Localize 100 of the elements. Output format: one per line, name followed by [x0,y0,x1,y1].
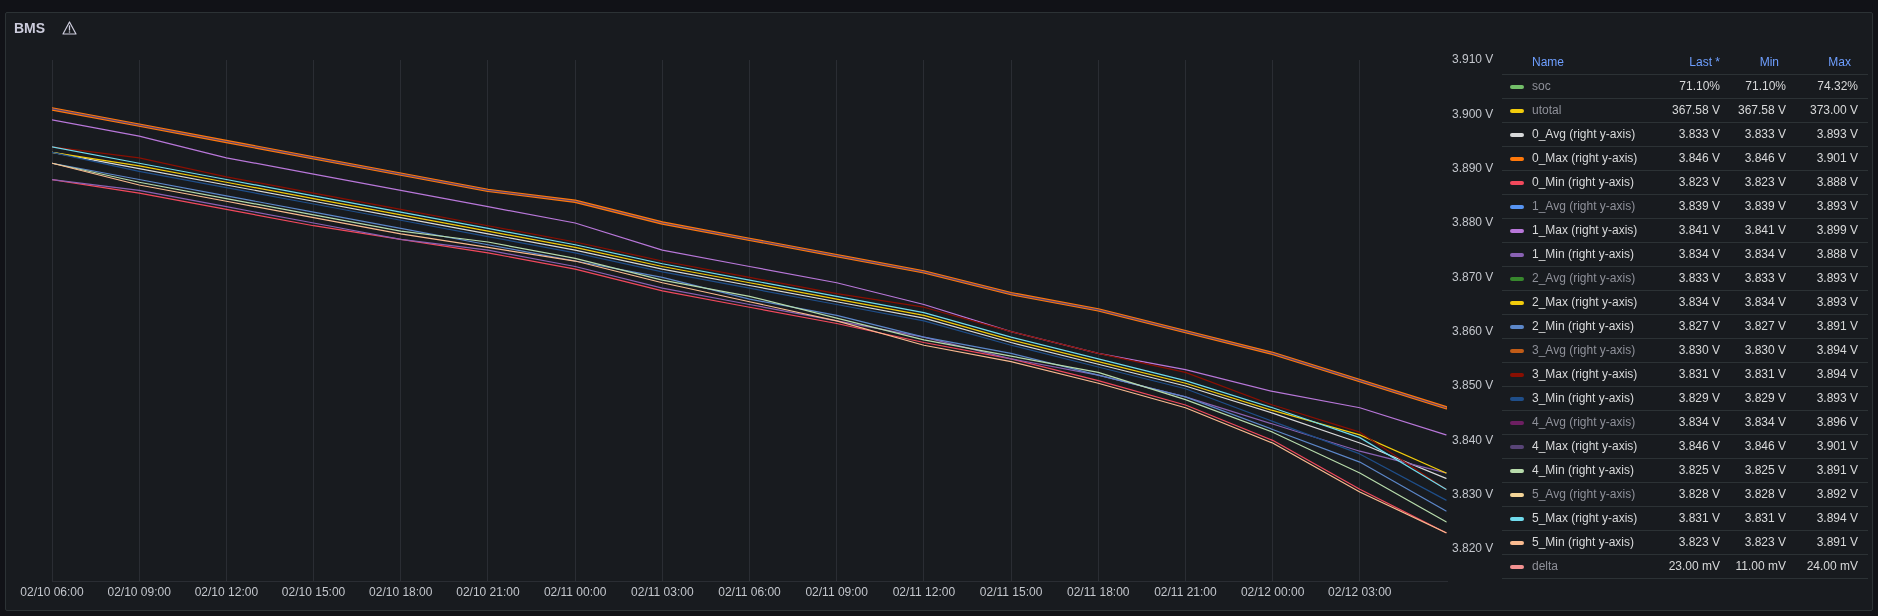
x-tick-label: 02/11 15:00 [979,585,1043,600]
text: 3.894 V [1816,510,1858,527]
text: 3.831 V [1678,366,1720,383]
text: 3.901 V [1816,150,1858,167]
legend-label: 4_Min (right y-axis) [1532,462,1635,479]
y2-tick-label: 3.860 V [1452,323,1494,338]
text: 71.10% [1745,78,1786,95]
text: 3.846 V [1678,150,1720,167]
y2-tick-label: 3.830 V [1452,486,1494,501]
text: 3.823 V [1744,534,1786,551]
text: 24.00 mV [1806,558,1858,575]
text: 3.834 V [1744,246,1786,263]
y2-tick-label: 3.850 V [1452,378,1494,393]
x-tick-label: 02/11 09:00 [805,585,869,600]
text: 3.893 V [1816,126,1858,143]
y2-tick-label: 3.820 V [1452,541,1494,556]
text: 3.896 V [1816,414,1858,431]
legend-label: 0_Avg (right y-axis) [1532,126,1636,143]
text: 3.893 V [1816,294,1858,311]
legend-label: 1_Max (right y-axis) [1532,222,1638,239]
x-tick-label: 02/10 09:00 [107,585,172,600]
text: 3.823 V [1678,174,1720,191]
legend-label: 5_Min (right y-axis) [1532,534,1635,551]
text: 3.893 V [1816,198,1858,215]
x-tick-label: 02/11 18:00 [1066,585,1130,600]
text: 3.831 V [1744,510,1786,527]
text: 3.839 V [1744,198,1786,215]
legend-label: 5_Max (right y-axis) [1532,510,1638,527]
legend-label: 3_Max (right y-axis) [1532,366,1638,383]
text: 3.893 V [1816,270,1858,287]
x-tick-label: 02/10 15:00 [281,585,346,600]
text: 3.839 V [1678,198,1720,215]
text: 367.58 V [1671,102,1720,119]
text: 3.892 V [1816,486,1858,503]
text: 3.893 V [1816,390,1858,407]
y2-tick-label: 3.890 V [1452,160,1494,175]
text: 3.891 V [1816,534,1858,551]
x-tick-label: 02/11 06:00 [718,585,782,600]
text: 3.831 V [1744,366,1786,383]
text: 3.841 V [1678,222,1720,239]
y2-tick-label: 3.870 V [1452,269,1494,284]
text: Min [1759,54,1779,71]
legend-label: 1_Min (right y-axis) [1532,246,1635,263]
text: 3.825 V [1678,462,1720,479]
text: 3.846 V [1744,438,1786,455]
x-tick-label: 02/10 18:00 [369,585,433,600]
legend-label: 3_Min (right y-axis) [1532,390,1635,407]
text: 3.829 V [1744,390,1786,407]
text: 3.834 V [1678,246,1720,263]
text: 373.00 V [1809,102,1858,119]
text: Max [1828,54,1851,71]
text: Last * [1689,54,1720,71]
text: 3.830 V [1678,342,1720,359]
chart-title: BMS [14,20,46,36]
x-tick-label: 02/10 21:00 [456,585,520,600]
x-tick-label: 02/11 03:00 [631,585,694,600]
text: 3.831 V [1678,510,1720,527]
text: 3.833 V [1678,126,1720,143]
legend-label: 4_Avg (right y-axis) [1532,414,1636,431]
text: 23.00 mV [1668,558,1720,575]
legend-label: 0_Min (right y-axis) [1532,174,1635,191]
text: 3.827 V [1678,318,1720,335]
text: 3.888 V [1816,246,1858,263]
text: 71.10% [1679,78,1720,95]
legend-label: 3_Avg (right y-axis) [1532,342,1636,359]
text: 3.891 V [1816,462,1858,479]
x-tick-label: 02/11 21:00 [1154,585,1218,600]
text: 3.891 V [1816,318,1858,335]
x-tick-label: 02/11 12:00 [892,585,956,600]
text: 3.830 V [1744,342,1786,359]
y2-tick-label: 3.910 V [1452,52,1494,67]
legend-label: 0_Max (right y-axis) [1532,150,1638,167]
legend-label: 2_Min (right y-axis) [1532,318,1635,335]
text: 74.32% [1817,78,1858,95]
text: 3.846 V [1678,438,1720,455]
text: 3.894 V [1816,366,1858,383]
text: 3.833 V [1678,270,1720,287]
legend-label: utotal [1532,102,1562,119]
legend-label: 2_Avg (right y-axis) [1532,270,1636,287]
text: 11.00 mV [1735,558,1786,575]
text: Name [1532,54,1565,71]
text: 3.888 V [1816,174,1858,191]
x-tick-label: 02/10 06:00 [20,585,85,600]
y2-tick-label: 3.900 V [1452,106,1494,121]
text: 3.829 V [1678,390,1720,407]
text: 3.846 V [1744,150,1786,167]
text: 367.58 V [1737,102,1786,119]
y2-tick-label: 3.840 V [1452,432,1494,447]
legend-label: delta [1532,558,1559,575]
text: 3.841 V [1744,222,1786,239]
text: 3.833 V [1744,270,1786,287]
text: 3.834 V [1678,294,1720,311]
text: 3.828 V [1744,486,1786,503]
text: 3.834 V [1744,294,1786,311]
text: 3.894 V [1816,342,1858,359]
legend-label: 4_Max (right y-axis) [1532,438,1638,455]
text: 3.823 V [1678,534,1720,551]
x-tick-label: 02/10 12:00 [194,585,259,600]
text: 3.827 V [1744,318,1786,335]
legend-label: soc [1532,78,1551,95]
